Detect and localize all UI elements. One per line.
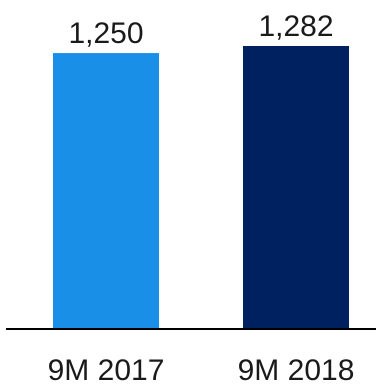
bar-2 xyxy=(243,46,349,329)
bars-group xyxy=(53,46,349,329)
x-tick-labels-group: 9M 2017 9M 2018 xyxy=(48,354,355,387)
data-labels-group: 1,250 1,282 xyxy=(68,10,333,50)
data-label-2: 1,282 xyxy=(258,10,333,43)
x-tick-label-1: 9M 2017 xyxy=(48,354,165,387)
data-label-1: 1,250 xyxy=(68,17,143,50)
x-tick-label-2: 9M 2018 xyxy=(238,354,355,387)
bar-1 xyxy=(53,53,159,329)
